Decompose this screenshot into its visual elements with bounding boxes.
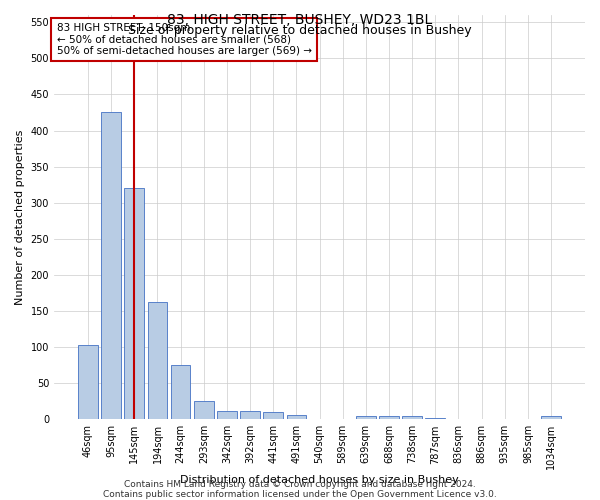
Text: Contains HM Land Registry data © Crown copyright and database right 2024.
Contai: Contains HM Land Registry data © Crown c…: [103, 480, 497, 499]
Bar: [124, 188, 144, 420]
Bar: [217, 412, 237, 420]
Bar: [379, 416, 399, 420]
Text: 83, HIGH STREET, BUSHEY, WD23 1BL: 83, HIGH STREET, BUSHEY, WD23 1BL: [167, 12, 433, 26]
Bar: [356, 416, 376, 420]
Bar: [287, 415, 306, 420]
Bar: [101, 112, 121, 420]
Bar: [541, 416, 561, 420]
Bar: [263, 412, 283, 420]
Bar: [194, 402, 214, 419]
Bar: [148, 302, 167, 420]
Bar: [402, 416, 422, 420]
X-axis label: Distribution of detached houses by size in Bushey: Distribution of detached houses by size …: [180, 475, 459, 485]
Text: 83 HIGH STREET: 150sqm
← 50% of detached houses are smaller (568)
50% of semi-de: 83 HIGH STREET: 150sqm ← 50% of detached…: [56, 23, 311, 56]
Bar: [240, 412, 260, 420]
Bar: [171, 365, 190, 420]
Text: Size of property relative to detached houses in Bushey: Size of property relative to detached ho…: [128, 24, 472, 37]
Y-axis label: Number of detached properties: Number of detached properties: [15, 130, 25, 305]
Bar: [78, 345, 98, 420]
Bar: [425, 418, 445, 420]
